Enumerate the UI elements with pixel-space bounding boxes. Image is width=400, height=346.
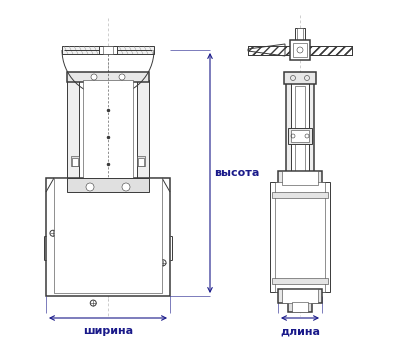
Bar <box>284 72 316 84</box>
Bar <box>291 130 309 142</box>
Bar <box>103 46 113 54</box>
Bar <box>286 82 314 178</box>
Circle shape <box>122 183 130 191</box>
Bar <box>295 28 305 50</box>
Bar <box>62 46 154 54</box>
Bar <box>67 72 149 82</box>
Bar <box>248 46 352 55</box>
Bar <box>137 156 145 166</box>
Bar <box>67 178 149 192</box>
Bar <box>295 86 305 178</box>
Bar <box>71 156 79 166</box>
Bar <box>272 192 328 198</box>
Bar <box>275 182 325 292</box>
Bar <box>282 289 318 303</box>
Circle shape <box>86 183 94 191</box>
Bar <box>290 40 310 60</box>
Text: ширина: ширина <box>83 326 133 336</box>
Bar <box>54 178 162 293</box>
Circle shape <box>91 74 97 80</box>
Bar <box>292 302 308 312</box>
Bar <box>272 278 328 284</box>
Bar <box>46 178 170 296</box>
Polygon shape <box>248 44 285 56</box>
Bar <box>83 80 133 178</box>
Bar <box>282 171 318 185</box>
Bar <box>297 28 303 50</box>
Bar <box>99 46 117 54</box>
Bar <box>291 82 309 178</box>
Text: длина: длина <box>280 326 320 336</box>
Bar <box>288 302 312 312</box>
Bar <box>138 158 144 166</box>
Bar <box>278 171 322 185</box>
Bar <box>288 128 312 144</box>
Bar <box>293 43 307 57</box>
Bar <box>278 289 322 303</box>
Bar <box>248 46 352 55</box>
Bar <box>72 158 78 166</box>
Bar <box>67 80 79 178</box>
Bar <box>270 182 330 292</box>
Circle shape <box>119 74 125 80</box>
Text: высота: высота <box>214 168 259 178</box>
Bar <box>137 80 149 178</box>
